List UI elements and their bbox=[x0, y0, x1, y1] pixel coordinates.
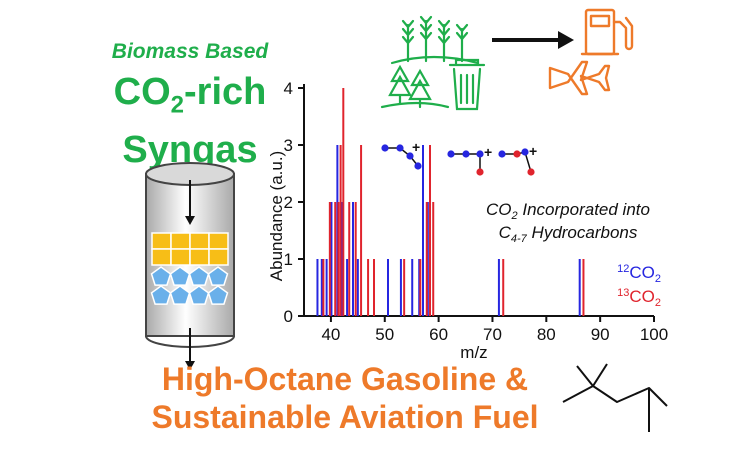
charge-plus: + bbox=[529, 143, 537, 159]
catalyst-pellet bbox=[207, 285, 229, 305]
co2-rich-text: CO2-rich bbox=[113, 71, 267, 119]
biomass-icons bbox=[380, 15, 486, 111]
mass-spectrum-chart: 0 1 2 3 4 40 50 60 70 80 90 100 Abundance (a.u.) m/… bbox=[267, 79, 669, 362]
fragment-atom bbox=[447, 150, 455, 158]
y-tick-label: 2 bbox=[284, 193, 293, 212]
catalyst-pellet bbox=[188, 285, 210, 305]
fragment-atom bbox=[381, 144, 389, 152]
fragment-atom bbox=[513, 150, 521, 158]
fragment-atom bbox=[527, 168, 535, 176]
chart-bars bbox=[316, 88, 585, 316]
fragment-atom bbox=[414, 162, 422, 170]
fragment-atom bbox=[396, 144, 404, 152]
reactor-column-icon bbox=[145, 162, 235, 370]
legend-entry: 13CO2 bbox=[617, 287, 661, 309]
co2-rich-syngas-label: CO2-rich Syngas bbox=[60, 70, 320, 172]
y-axis-label: Abundance (a.u.) bbox=[267, 151, 286, 281]
fragment-atom bbox=[476, 150, 484, 158]
biomass-based-label: Biomass Based bbox=[111, 40, 269, 63]
y-tick-label: 0 bbox=[284, 307, 293, 326]
x-tick-label: 70 bbox=[483, 325, 502, 344]
x-tick-label: 80 bbox=[537, 325, 556, 344]
y-tick-label: 1 bbox=[284, 250, 293, 269]
catalyst-pellet bbox=[150, 285, 172, 305]
annotation-line-1: CO2 Incorporated into bbox=[486, 200, 650, 222]
fragment-atom bbox=[498, 150, 506, 158]
x-tick-label: 100 bbox=[640, 325, 668, 344]
fragment-ion: + bbox=[381, 139, 422, 170]
fuel-icons bbox=[548, 8, 634, 96]
x-axis-label: m/z bbox=[460, 343, 487, 362]
wheat-icon bbox=[390, 15, 480, 65]
fragment-ion: + bbox=[447, 144, 492, 176]
trash-can-icon bbox=[448, 58, 486, 111]
x-tick-label: 50 bbox=[375, 325, 394, 344]
fragment-atom bbox=[462, 150, 470, 158]
charge-plus: + bbox=[484, 144, 492, 160]
fragment-ion: + bbox=[498, 143, 537, 176]
legend-entry: 12CO2 bbox=[617, 263, 661, 285]
fuel-pump-icon bbox=[580, 8, 634, 56]
fragment-structures: + + + bbox=[381, 139, 537, 176]
fragment-atom bbox=[476, 168, 484, 176]
airplane-icon bbox=[548, 60, 611, 96]
product-fuels-label: High-Octane Gasoline & Sustainable Aviat… bbox=[110, 360, 580, 436]
fragment-atom bbox=[521, 148, 529, 156]
charge-plus: + bbox=[412, 139, 420, 155]
arrow-right-icon bbox=[492, 31, 574, 49]
x-tick-label: 60 bbox=[429, 325, 448, 344]
trees-icon bbox=[380, 64, 450, 109]
y-tick-label: 3 bbox=[284, 136, 293, 155]
fragment-atom bbox=[406, 152, 414, 160]
y-tick-label: 4 bbox=[284, 79, 293, 98]
catalyst-pellet bbox=[169, 285, 191, 305]
x-tick-label: 40 bbox=[321, 325, 340, 344]
aviation-fuel-text: Sustainable Aviation Fuel bbox=[151, 399, 539, 435]
x-tick-label: 90 bbox=[591, 325, 610, 344]
molecule-icon bbox=[562, 363, 668, 432]
annotation-line-2: C4-7 Hydrocarbons bbox=[499, 223, 638, 245]
chart-axes: 0 1 2 3 4 40 50 60 70 80 90 100 bbox=[284, 79, 669, 344]
gasoline-text: High-Octane Gasoline & bbox=[161, 361, 529, 397]
